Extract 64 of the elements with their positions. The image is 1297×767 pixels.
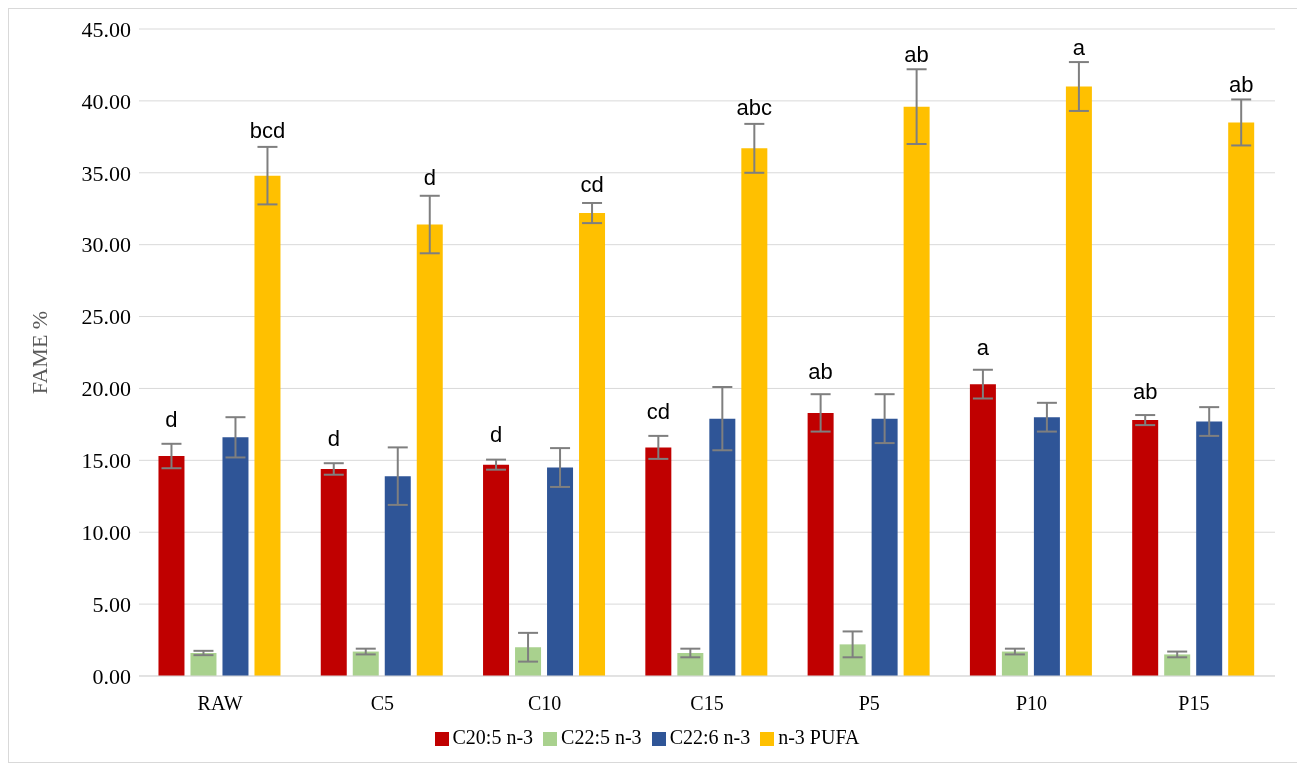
y-tick-label: 0.00 (92, 663, 131, 689)
y-tick-label: 25.00 (81, 304, 131, 330)
data-label: a (1072, 35, 1086, 61)
bar (222, 437, 249, 676)
bar (416, 224, 443, 676)
bar (515, 647, 542, 676)
bar (384, 476, 411, 676)
data-label: ab (1132, 378, 1158, 404)
bar (158, 456, 185, 676)
x-tick-label: C5 (370, 692, 395, 715)
y-tick-label: 45.00 (81, 16, 131, 42)
bar (903, 106, 930, 676)
data-label: cd (646, 399, 670, 425)
bar (254, 175, 281, 676)
x-tick-label: P5 (858, 692, 880, 715)
legend-label: C22:5 n-3 (561, 726, 642, 748)
x-tick-label: P10 (1016, 692, 1048, 715)
data-label: ab (808, 358, 833, 384)
bar (1132, 420, 1159, 676)
bar (1033, 417, 1060, 676)
y-tick-label: 40.00 (81, 88, 131, 114)
y-axis-title: FAME % (26, 310, 52, 395)
legend-label: C22:6 n-3 (669, 726, 751, 748)
bar (190, 653, 217, 676)
bar (547, 467, 574, 676)
y-tick-label: 15.00 (81, 448, 131, 474)
bar (1065, 86, 1092, 676)
data-label: d (489, 422, 503, 448)
bar (871, 418, 898, 676)
bar (807, 412, 834, 676)
bar (483, 464, 510, 676)
y-tick-label: 35.00 (81, 160, 131, 186)
data-label: ab (904, 42, 929, 68)
x-tick-label: P15 (1178, 692, 1210, 715)
data-label: bcd (249, 117, 286, 143)
bar (352, 651, 379, 676)
legend-label: n-3 PUFA (778, 726, 860, 748)
bar (741, 148, 768, 676)
bar (1001, 651, 1028, 676)
x-tick-label: C10 (528, 692, 562, 715)
bar (1164, 654, 1191, 676)
bar (709, 418, 736, 676)
data-label: cd (580, 172, 604, 198)
y-tick-label: 10.00 (81, 520, 131, 546)
bar (1228, 122, 1255, 676)
x-tick-label: RAW (197, 692, 243, 715)
bar (1196, 421, 1223, 676)
data-label: d (423, 165, 436, 191)
bar (677, 653, 704, 676)
legend-label: C20:5 n-3 (452, 726, 534, 748)
bar (839, 644, 866, 676)
y-tick-label: 5.00 (92, 591, 131, 617)
y-tick-label: 20.00 (81, 376, 131, 402)
data-label: a (976, 334, 990, 360)
data-label: d (327, 425, 340, 451)
bar (320, 468, 347, 676)
bar (969, 384, 996, 676)
x-tick-label: C15 (690, 692, 724, 715)
bar (579, 213, 606, 676)
data-label: abc (736, 95, 773, 121)
y-tick-label: 30.00 (81, 232, 131, 258)
data-label: d (165, 406, 178, 432)
data-label: ab (1228, 71, 1254, 97)
bar (645, 447, 672, 676)
